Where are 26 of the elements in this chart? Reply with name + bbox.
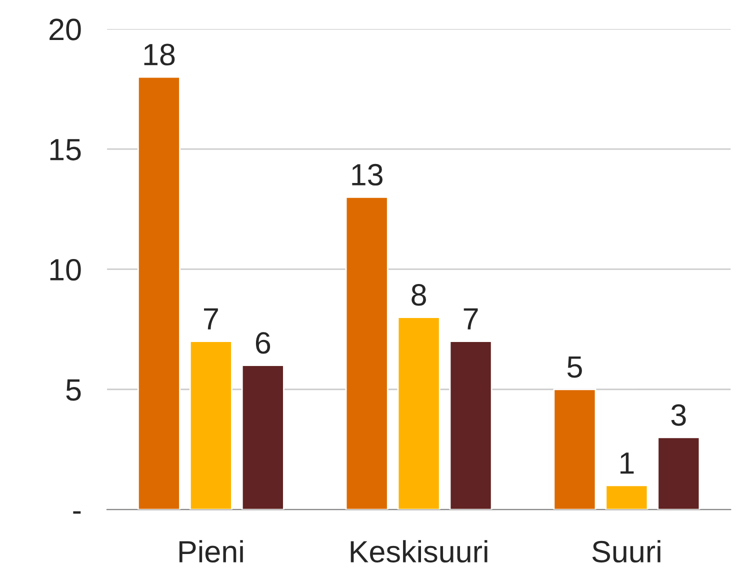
data-label: 1: [620, 452, 634, 474]
bar: [449, 340, 492, 510]
data-label: 13: [352, 164, 382, 186]
x-tick-label: Keskisuuri: [350, 540, 488, 563]
bar: [189, 340, 232, 510]
data-label: 18: [144, 44, 175, 66]
y-tick-label: -: [73, 511, 81, 514]
data-label: 3: [671, 404, 686, 426]
bar: [657, 436, 700, 510]
data-label: 7: [204, 308, 218, 330]
bar: [605, 484, 648, 510]
y-tick-label: 15: [50, 139, 81, 160]
bar: [397, 316, 440, 510]
data-label: 5: [567, 356, 582, 378]
bar: [345, 196, 388, 510]
data-label: 6: [256, 332, 270, 354]
data-label: 8: [412, 284, 426, 306]
x-tick-label: Suuri: [592, 540, 660, 563]
bar: [137, 76, 180, 510]
y-tick-label: 20: [50, 18, 81, 40]
bar: [553, 388, 596, 510]
bar: [241, 364, 284, 510]
y-tick-label: 5: [66, 379, 81, 401]
y-tick-label: 10: [50, 258, 81, 281]
x-tick-label: Pieni: [179, 540, 243, 563]
data-label: 7: [464, 308, 478, 330]
